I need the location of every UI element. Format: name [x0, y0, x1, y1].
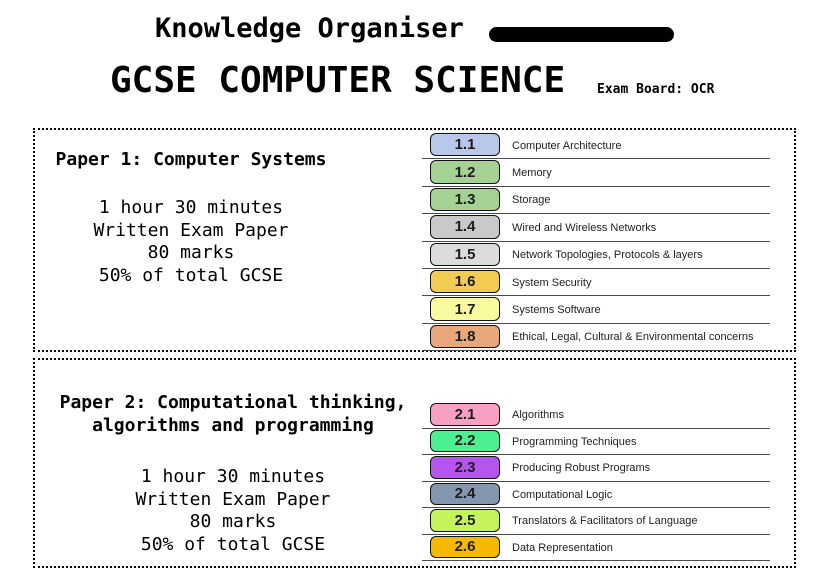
topic-underline — [422, 350, 770, 352]
topic-underline — [422, 507, 770, 508]
topic-row: 1.5 Network Topologies, Protocols & layer… — [422, 242, 770, 269]
paper2-detail-format: Written Exam Paper — [135, 488, 331, 510]
paper1-detail-format: Written Exam Paper — [93, 219, 289, 241]
topic-code-badge: 2.3 — [430, 456, 500, 479]
topic-label: Computer Architecture — [512, 139, 622, 152]
kicker-underline-bar — [489, 27, 674, 42]
paper2-detail-duration: 1 hour 30 minutes — [140, 466, 326, 487]
paper2-title-line1: Paper 2: Computational thinking, — [59, 392, 407, 413]
topic-row: 1.3 Storage — [422, 187, 770, 215]
topic-row: 1.8 Ethical, Legal, Cultural & Environmen… — [422, 324, 770, 352]
paper1-title: Paper 1: Computer Systems — [55, 149, 327, 170]
topic-row: 1.6 System Security — [422, 269, 770, 297]
paper1-panel: Paper 1: Computer Systems 1 hour 30 minu… — [33, 128, 796, 352]
topic-row: 1.7 Systems Software — [422, 296, 770, 324]
topic-label: Producing Robust Programs — [512, 462, 651, 475]
topic-underline — [422, 427, 770, 429]
topic-code-badge: 1.1 — [430, 133, 500, 157]
topic-row: 2.4 Computational Logic — [422, 482, 770, 508]
topic-underline — [422, 213, 770, 215]
topic-row: 1.4 Wired and Wireless Networks — [422, 214, 770, 242]
topic-label: Memory — [512, 167, 552, 180]
paper1-detail-marks: 80 marks — [147, 242, 235, 263]
topic-underline — [422, 158, 770, 160]
topic-row: 2.6 Data Representation — [422, 535, 770, 561]
topic-underline — [422, 267, 770, 269]
topic-label: Systems Software — [512, 304, 601, 317]
topic-row: 2.2 Programming Techniques — [422, 429, 770, 455]
topic-code-badge: 1.2 — [430, 160, 500, 184]
topic-underline — [422, 533, 770, 535]
topic-code-badge: 2.5 — [430, 509, 500, 532]
page-title: GCSE COMPUTER SCIENCE — [110, 60, 566, 101]
topic-code-badge: 1.6 — [430, 269, 500, 294]
topic-underline — [422, 240, 770, 242]
topic-row: 1.2 Memory — [422, 159, 770, 187]
topic-underline — [422, 322, 770, 324]
topic-code-badge: 2.2 — [430, 429, 500, 452]
topic-code-badge: 2.4 — [430, 482, 500, 505]
topic-label: Algorithms — [512, 409, 564, 422]
topic-underline — [422, 454, 770, 455]
topic-label: Wired and Wireless Networks — [512, 221, 657, 234]
topic-label: System Security — [512, 276, 592, 289]
topic-code-badge: 1.5 — [430, 242, 500, 266]
topic-list-paper2: 2.1 Algorithms 2.2 Programming Techniques 2.… — [422, 402, 770, 561]
topic-code-badge: 1.7 — [430, 297, 500, 321]
paper2-title-line2: algorithms and programming — [92, 415, 374, 436]
topic-label: Programming Techniques — [512, 435, 637, 448]
topic-label: Computational Logic — [512, 488, 613, 501]
paper2-detail-weighting: 50% of total GCSE — [140, 533, 326, 555]
topic-underline — [422, 185, 770, 187]
topic-underline — [422, 295, 770, 297]
topic-label: Network Topologies, Protocols & layers — [512, 249, 703, 262]
topic-label: Translators & Facilitators of Language — [512, 515, 698, 528]
topic-code-badge: 2.6 — [430, 535, 500, 558]
topic-label: Data Representation — [512, 541, 613, 554]
exam-board-label: Exam Board: OCR — [597, 82, 715, 97]
topic-code-badge: 1.4 — [430, 215, 500, 239]
paper2-info: Paper 2: Computational thinking, algorit… — [35, 360, 431, 556]
paper1-details: 1 hour 30 minutes Written Exam Paper 80 … — [35, 197, 347, 287]
paper2-detail-marks: 80 marks — [189, 511, 277, 532]
topic-row: 2.5 Translators & Facilitators of Languag… — [422, 508, 770, 535]
paper2-title: Paper 2: Computational thinking, algorit… — [35, 391, 431, 437]
topic-code-badge: 1.8 — [430, 324, 500, 349]
paper2-panel: Paper 2: Computational thinking, algorit… — [33, 358, 796, 568]
paper1-detail-duration: 1 hour 30 minutes — [98, 197, 284, 218]
topic-code-badge: 2.1 — [430, 403, 500, 426]
topic-row: 1.1 Computer Architecture — [422, 132, 770, 160]
kicker-title: Knowledge Organiser — [155, 13, 464, 44]
topic-row: 2.1 Algorithms — [422, 402, 770, 429]
topic-underline — [422, 560, 770, 561]
paper1-info: Paper 1: Computer Systems 1 hour 30 minu… — [35, 130, 347, 287]
topic-label: Storage — [512, 194, 551, 207]
topic-row: 2.3 Producing Robust Programs — [422, 455, 770, 482]
topic-label: Ethical, Legal, Cultural & Environmental… — [512, 331, 754, 344]
topic-underline — [422, 480, 770, 482]
topic-code-badge: 1.3 — [430, 187, 500, 212]
topic-list-paper1: 1.1 Computer Architecture 1.2 Memory 1.3 Stor… — [422, 132, 770, 352]
paper2-details: 1 hour 30 minutes Written Exam Paper 80 … — [35, 466, 431, 556]
paper1-detail-weighting: 50% of total GCSE — [98, 264, 284, 286]
